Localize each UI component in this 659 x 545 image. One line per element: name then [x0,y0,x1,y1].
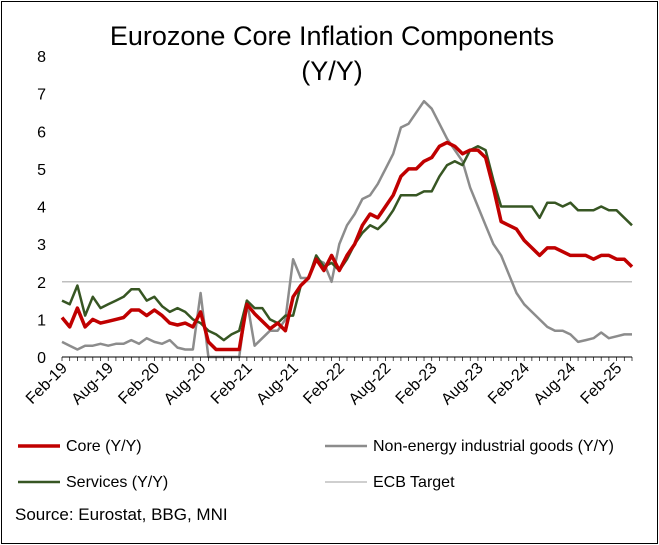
x-tick-label: Aug-20 [161,360,210,409]
y-axis-ticks: 0 1 2 3 4 5 6 7 8 [37,49,46,367]
x-tick-label: Aug-24 [531,360,580,409]
legend-label-1: Non-energy industrial goods (Y/Y) [373,438,614,455]
y-tick-label: 7 [37,87,46,104]
legend: Core (Y/Y) Non-energy industrial goods (Y… [18,438,614,491]
chart-title-line2: (Y/Y) [301,56,363,86]
series-lines [60,99,634,359]
legend-label-0: Core (Y/Y) [66,438,142,455]
y-tick-label: 0 [37,350,46,367]
y-tick-label: 6 [37,124,46,141]
series-line-0 [60,140,634,352]
x-tick-label: Aug-19 [69,360,118,409]
source-note: Source: Eurostat, BBG, MNI [15,505,228,524]
legend-label-3: ECB Target [373,474,455,491]
y-tick-label: 3 [37,237,46,254]
x-axis-ticks: Feb-19Aug-19Feb-20Aug-20Feb-21Aug-21Feb-… [23,357,633,409]
x-tick-label: Feb-23 [393,360,441,408]
y-tick-label: 8 [37,49,46,66]
x-tick-label: Feb-22 [300,360,348,408]
x-tick-label: Feb-21 [208,360,256,408]
y-tick-label: 1 [37,312,46,329]
legend-label-2: Services (Y/Y) [66,474,168,491]
chart-title-line1: Eurozone Core Inflation Components [110,21,554,51]
series-line-1 [61,99,632,359]
x-tick-label: Feb-25 [578,360,626,408]
series-line-2 [61,145,633,342]
y-tick-label: 2 [37,275,46,292]
y-tick-label: 5 [37,162,46,179]
y-tick-label: 4 [37,200,46,217]
x-tick-label: Feb-20 [115,360,163,408]
x-tick-label: Feb-24 [485,360,533,408]
x-tick-label: Aug-23 [438,360,487,409]
x-tick-label: Aug-22 [346,360,395,409]
x-tick-label: Aug-21 [253,360,302,409]
x-tick-label: Feb-19 [23,360,71,408]
